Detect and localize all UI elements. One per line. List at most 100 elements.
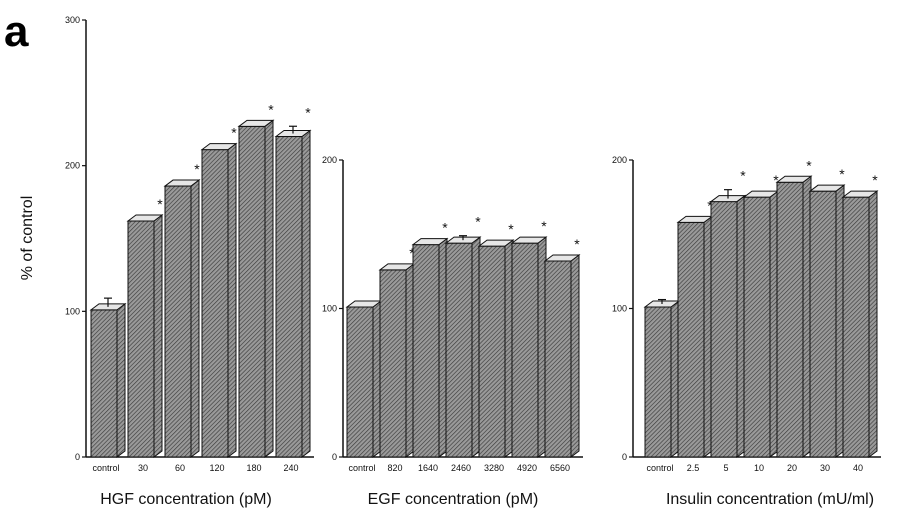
egf-category-label: 2460 xyxy=(451,463,471,473)
hgf-significance-marker: * xyxy=(157,196,163,212)
insulin-significance-marker: * xyxy=(806,157,812,173)
egf-bar-top xyxy=(477,239,515,247)
insulin-x-axis-label: Insulin concentration (mU/ml) xyxy=(666,491,874,508)
hgf-category-label: 60 xyxy=(175,463,185,473)
insulin-y-tick-label: 100 xyxy=(612,304,627,314)
insulin-category-label: control xyxy=(646,463,673,473)
hgf-bar-side xyxy=(264,119,274,458)
egf-category-label: 1640 xyxy=(418,463,438,473)
insulin-significance-marker: * xyxy=(773,172,779,188)
insulin-bar-face xyxy=(644,306,672,458)
hgf-y-tick-label: 100 xyxy=(65,306,80,316)
egf-bar-top xyxy=(510,236,548,244)
hgf-bar xyxy=(163,179,201,458)
hgf-bar-side xyxy=(116,302,126,458)
hgf-category-label: control xyxy=(92,463,119,473)
insulin-category-label: 10 xyxy=(754,463,764,473)
insulin-category-label: 20 xyxy=(787,463,797,473)
egf-bar-face xyxy=(544,260,572,458)
hgf-y-tick-label: 200 xyxy=(65,161,80,171)
egf-bar-side xyxy=(570,253,580,458)
egf-bar xyxy=(345,300,383,458)
insulin-bar xyxy=(643,298,681,458)
egf-panel: 0 100 200 control * 820 * 1640 * 2460 * 3280 * 4920 * 6… xyxy=(322,155,583,508)
hgf-bar xyxy=(200,142,238,458)
insulin-significance-marker: * xyxy=(872,172,878,188)
hgf-bar-face xyxy=(275,136,303,458)
hgf-panel: 0 100 200 300 control * 30 * 60 * 120 * 180 * 240 HGF c… xyxy=(65,15,314,508)
hgf-bar-face xyxy=(90,309,118,458)
egf-significance-marker: * xyxy=(541,218,547,234)
hgf-bar xyxy=(126,214,164,458)
insulin-bar-top xyxy=(841,190,879,198)
egf-significance-marker: * xyxy=(508,221,514,237)
egf-bar-top xyxy=(411,238,449,246)
panel-letter: a xyxy=(4,7,29,56)
hgf-bar-side xyxy=(190,179,200,458)
egf-bar xyxy=(411,237,449,458)
hgf-bar xyxy=(237,119,275,458)
hgf-bar-top xyxy=(126,214,164,222)
hgf-category-label: 120 xyxy=(209,463,224,473)
egf-bar xyxy=(378,262,416,458)
insulin-bar xyxy=(676,215,714,458)
hgf-significance-marker: * xyxy=(231,125,237,141)
egf-y-tick-label: 200 xyxy=(322,155,337,165)
hgf-bar-face xyxy=(238,125,266,458)
insulin-bar xyxy=(709,189,747,458)
insulin-bar-face xyxy=(776,181,804,458)
egf-category-label: 4920 xyxy=(517,463,537,473)
insulin-category-label: 5 xyxy=(723,463,728,473)
insulin-y-tick-label: 200 xyxy=(612,155,627,165)
egf-bar-face xyxy=(445,242,473,458)
insulin-significance-marker: * xyxy=(707,197,713,213)
egf-bar xyxy=(477,239,515,458)
insulin-bar-face xyxy=(809,190,837,458)
insulin-panel: 0 100 200 control * 2.5 * 5 * 10 * 20 * 30 * 40 Insulin … xyxy=(612,155,881,508)
egf-significance-marker: * xyxy=(442,220,448,236)
hgf-bar-top xyxy=(200,143,238,151)
insulin-bar xyxy=(775,175,813,458)
hgf-bar-face xyxy=(127,220,155,458)
egf-bar-face xyxy=(511,242,539,458)
hgf-bar-top xyxy=(237,119,275,127)
hgf-y-tick-label: 0 xyxy=(75,452,80,462)
hgf-bar xyxy=(89,297,127,458)
egf-significance-marker: * xyxy=(409,245,415,261)
insulin-bar-top xyxy=(775,175,813,183)
hgf-significance-marker: * xyxy=(305,104,311,120)
egf-category-label: 6560 xyxy=(550,463,570,473)
egf-x-axis-label: EGF concentration (pM) xyxy=(368,491,539,508)
egf-significance-marker: * xyxy=(574,236,580,252)
hgf-significance-marker: * xyxy=(268,101,274,117)
egf-bar-top xyxy=(543,254,581,262)
insulin-y-tick-label: 0 xyxy=(622,452,627,462)
hgf-bar-face xyxy=(201,149,229,458)
hgf-x-axis-label: HGF concentration (pM) xyxy=(100,491,272,508)
insulin-bar xyxy=(808,184,846,458)
y-axis-label: % of control xyxy=(19,196,36,280)
insulin-bar-face xyxy=(743,196,771,458)
hgf-bar-side xyxy=(227,142,237,458)
insulin-bar-top xyxy=(808,184,846,192)
egf-bar-face xyxy=(379,269,407,458)
hgf-y-tick-label: 300 xyxy=(65,15,80,25)
egf-bar-face xyxy=(412,244,440,458)
insulin-bar xyxy=(742,190,780,458)
egf-y-tick-label: 100 xyxy=(322,304,337,314)
hgf-bar xyxy=(274,125,312,458)
hgf-bar-side xyxy=(301,129,311,458)
hgf-category-label: 180 xyxy=(246,463,261,473)
hgf-bar-face xyxy=(164,185,192,458)
insulin-bar-face xyxy=(677,221,705,458)
hgf-bar-top xyxy=(163,179,201,187)
hgf-category-label: 240 xyxy=(283,463,298,473)
insulin-bar-side xyxy=(868,190,878,458)
egf-category-label: 3280 xyxy=(484,463,504,473)
hgf-significance-marker: * xyxy=(194,161,200,177)
insulin-bar xyxy=(841,190,879,458)
hgf-category-label: 30 xyxy=(138,463,148,473)
egf-y-tick-label: 0 xyxy=(332,452,337,462)
egf-bar-face xyxy=(478,245,506,458)
